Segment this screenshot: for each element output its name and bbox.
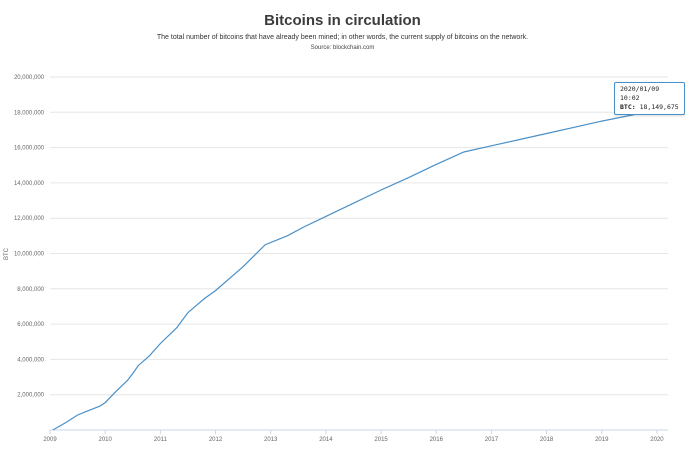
y-tick-label: 12,000,000 — [14, 216, 45, 222]
y-tick-label: 18,000,000 — [14, 110, 45, 116]
chart-source: Source: blockchain.com — [310, 45, 375, 51]
tooltip-series-label: BTC: — [620, 103, 636, 111]
tooltip-date: 2020/01/09 10:02 — [620, 85, 660, 102]
x-tick-label: 2009 — [43, 437, 57, 443]
y-tick-label: 4,000,000 — [17, 357, 44, 363]
x-tick-label: 2011 — [154, 437, 168, 443]
chart-title: Bitcoins in circulation — [264, 12, 421, 29]
x-tick-label: 2016 — [430, 437, 444, 443]
chart-subtitle: The total number of bitcoins that have a… — [156, 34, 529, 41]
tooltip-value-row: BTC: 18,149,675 — [620, 103, 679, 112]
y-tick-label: 20,000,000 — [14, 75, 45, 81]
x-tick-label: 2017 — [485, 437, 499, 443]
y-tick-label: 6,000,000 — [17, 322, 44, 328]
x-tick-label: 2020 — [650, 437, 664, 443]
x-tick-label: 2012 — [209, 437, 223, 443]
x-tick-label: 2018 — [540, 437, 554, 443]
x-axis-ticks: 2009 2010 2011 2012 2013 2014 2015 2016 2017 2018… — [43, 430, 664, 443]
x-tick-label: 2015 — [374, 437, 388, 443]
y-tick-label: 8,000,000 — [17, 287, 44, 293]
y-tick-label: 2,000,000 — [17, 393, 44, 399]
y-axis-title: BTC — [4, 247, 10, 260]
y-tick-label: 14,000,000 — [14, 181, 45, 187]
y-tick-label: 16,000,000 — [14, 146, 45, 152]
y-axis-ticks: 2,000,000 4,000,000 6,000,000 8,000,000 10,0… — [14, 75, 45, 399]
tooltip-value: 18,149,675 — [639, 103, 679, 111]
series-line-btc[interactable] — [52, 109, 659, 431]
tooltip: 2020/01/09 10:02 BTC: 18,149,675 — [614, 82, 685, 115]
x-tick-label: 2010 — [98, 437, 112, 443]
y-tick-label: 10,000,000 — [14, 252, 45, 258]
x-tick-label: 2014 — [319, 437, 333, 443]
x-tick-label: 2013 — [264, 437, 278, 443]
grid-lines — [50, 76, 668, 431]
x-tick-label: 2019 — [595, 437, 609, 443]
